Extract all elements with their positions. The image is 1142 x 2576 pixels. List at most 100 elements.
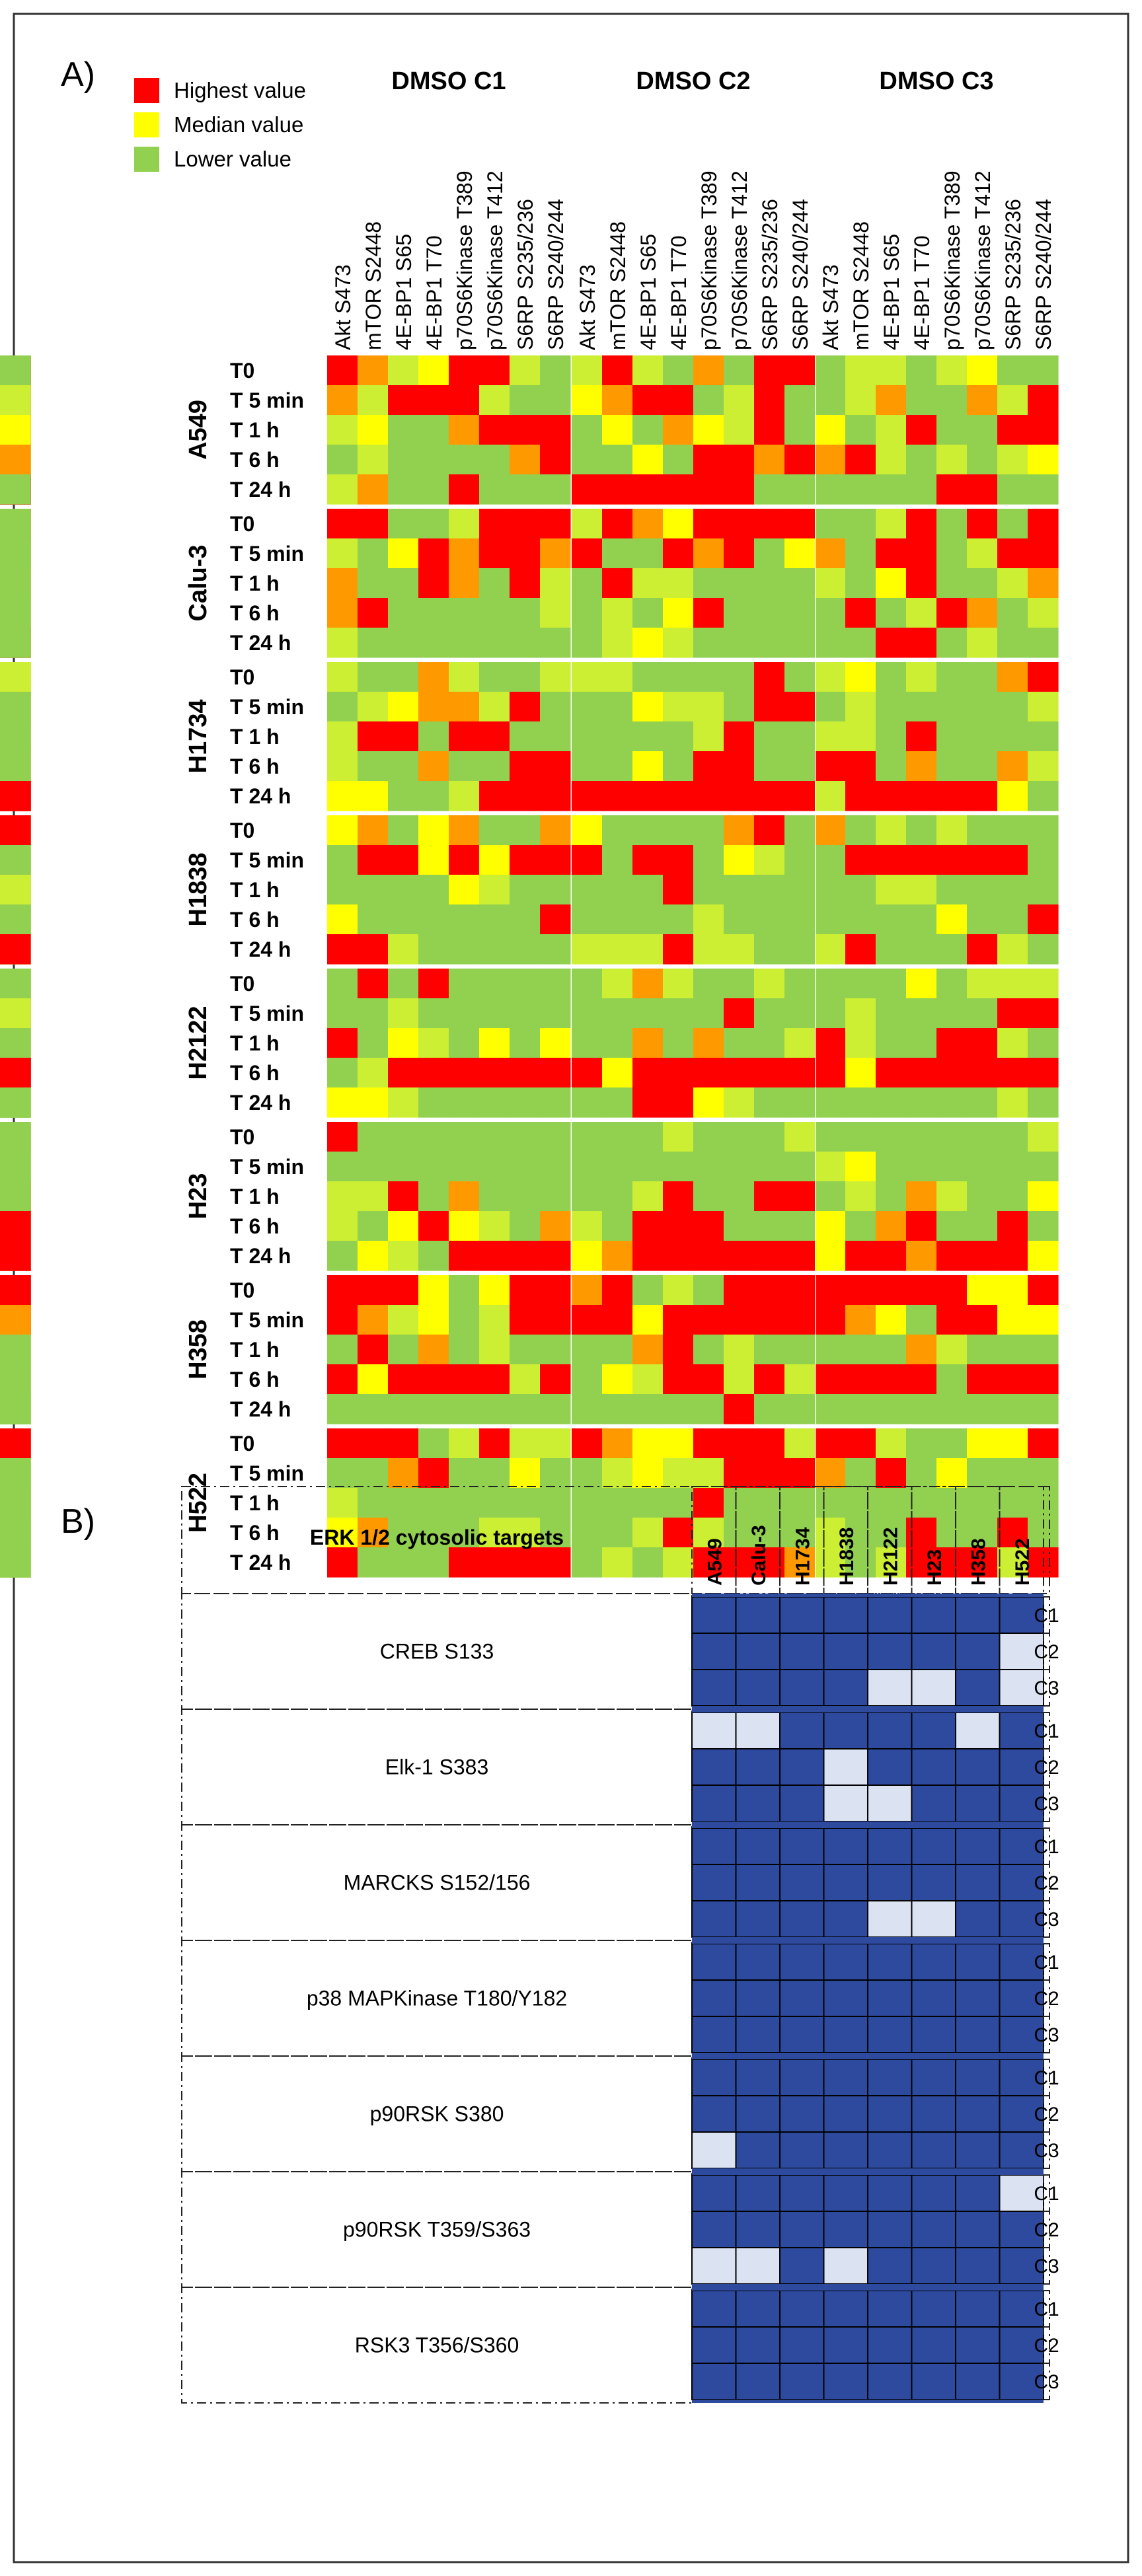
heatmap-cell <box>936 875 968 905</box>
table-cell <box>779 1979 825 2017</box>
heatmap-cell <box>358 1335 389 1365</box>
heatmap-cell <box>936 445 968 475</box>
heatmap-cell <box>418 509 449 539</box>
heatmap-cell <box>540 598 571 628</box>
heatmap-cell <box>784 1547 816 1578</box>
row-label: T 1 h <box>230 571 280 595</box>
heatmap-cell <box>997 781 1028 811</box>
heatmap-cell <box>936 1364 968 1395</box>
heatmap-cell <box>845 628 876 658</box>
heatmap-cell <box>602 781 633 811</box>
heatmap-cell <box>784 415 816 445</box>
table-cell <box>735 2059 780 2096</box>
heatmap-cell <box>632 934 664 965</box>
heatmap-cell <box>632 598 664 628</box>
heatmap-cell <box>997 662 1028 692</box>
heatmap-cell <box>358 1275 389 1306</box>
heatmap-cell <box>906 998 937 1029</box>
heatmap-cell <box>784 509 816 539</box>
heatmap-cell <box>663 998 694 1029</box>
heatmap-cell <box>632 1305 664 1335</box>
condition-label: C3 <box>1034 1793 1059 1815</box>
heatmap-cell <box>876 509 907 539</box>
heatmap-cell <box>540 934 571 965</box>
table-cell <box>955 2016 1001 2053</box>
heatmap-cell <box>784 474 816 505</box>
table-cell <box>735 2326 780 2364</box>
heatmap-cell <box>602 1058 633 1088</box>
heatmap-cell <box>510 781 541 811</box>
heatmap-cell <box>663 1364 694 1395</box>
heatmap-cell <box>327 692 358 722</box>
heatmap-cell <box>358 845 389 875</box>
heatmap-cell <box>997 568 1028 599</box>
table-cell <box>867 2131 913 2169</box>
heatmap-cell <box>754 845 785 875</box>
heatmap-cell <box>388 1028 419 1058</box>
heatmap-cell <box>358 934 389 965</box>
heatmap-cell <box>510 1275 541 1306</box>
heatmap-cell <box>632 815 664 846</box>
heatmap-cell <box>693 1458 724 1489</box>
table-cell <box>779 2059 825 2096</box>
table-cell <box>911 2174 956 2212</box>
heatmap-cell <box>479 568 510 599</box>
heatmap-cell <box>815 568 846 599</box>
table-cell <box>779 2290 825 2328</box>
heatmap-cell <box>724 1058 755 1088</box>
heatmap-cell <box>906 568 937 599</box>
table-cell <box>691 2363 737 2400</box>
heatmap-cell <box>1028 1305 1059 1335</box>
table-cell <box>955 1596 1001 1634</box>
heatmap-cell <box>663 1518 694 1548</box>
heatmap-cell <box>572 568 603 599</box>
heatmap-cell <box>572 628 603 658</box>
heatmap-cell <box>784 598 816 628</box>
heatmap-cell <box>449 1058 480 1088</box>
heatmap-cell <box>602 1394 633 1424</box>
heatmap-cell <box>418 1364 449 1395</box>
heatmap-cell <box>540 568 571 599</box>
heatmap-cell <box>0 598 31 628</box>
heatmap-cell <box>906 628 937 658</box>
condition-cell <box>1043 1669 1050 1707</box>
heatmap-cell <box>540 415 571 445</box>
table-cell <box>955 1827 1001 1865</box>
heatmap-cell <box>693 815 724 846</box>
heatmap-cell <box>724 1211 755 1241</box>
heatmap-cell <box>632 662 664 692</box>
table-cell <box>691 1900 737 1938</box>
heatmap-cell <box>784 445 816 475</box>
heatmap-cell <box>754 998 785 1029</box>
table-cell <box>779 1596 825 1634</box>
heatmap-cell <box>602 1547 633 1578</box>
heatmap-cell <box>602 1428 633 1459</box>
heatmap-cell <box>358 1087 389 1118</box>
column-label: S6RP S240/244 <box>544 199 568 350</box>
heatmap-cell <box>388 751 419 782</box>
heatmap-cell <box>815 1211 846 1241</box>
heatmap-cell <box>0 1058 31 1088</box>
heatmap-cell <box>0 662 31 692</box>
heatmap-cell <box>815 904 846 935</box>
heatmap-cell <box>663 568 694 599</box>
table-cell <box>735 1669 780 1707</box>
heatmap-cell <box>997 385 1028 416</box>
heatmap-cell <box>0 415 31 445</box>
table-cell <box>735 2211 780 2248</box>
heatmap-cell <box>572 509 603 539</box>
heatmap-cell <box>358 969 389 999</box>
heatmap-cell <box>784 692 816 722</box>
heatmap-cell <box>906 692 937 722</box>
condition-label: C2 <box>1034 2104 1059 2125</box>
heatmap-cell <box>724 692 755 722</box>
heatmap-cell <box>967 1428 998 1459</box>
table-cell <box>779 2211 825 2248</box>
heatmap-cell <box>572 1152 603 1182</box>
heatmap-cell <box>572 875 603 905</box>
row-label: T 5 min <box>230 848 304 872</box>
heatmap-cell <box>358 1428 389 1459</box>
heatmap-cell <box>784 568 816 599</box>
table-column-label: H1734 <box>792 1527 814 1586</box>
heatmap-cell <box>876 1547 907 1578</box>
